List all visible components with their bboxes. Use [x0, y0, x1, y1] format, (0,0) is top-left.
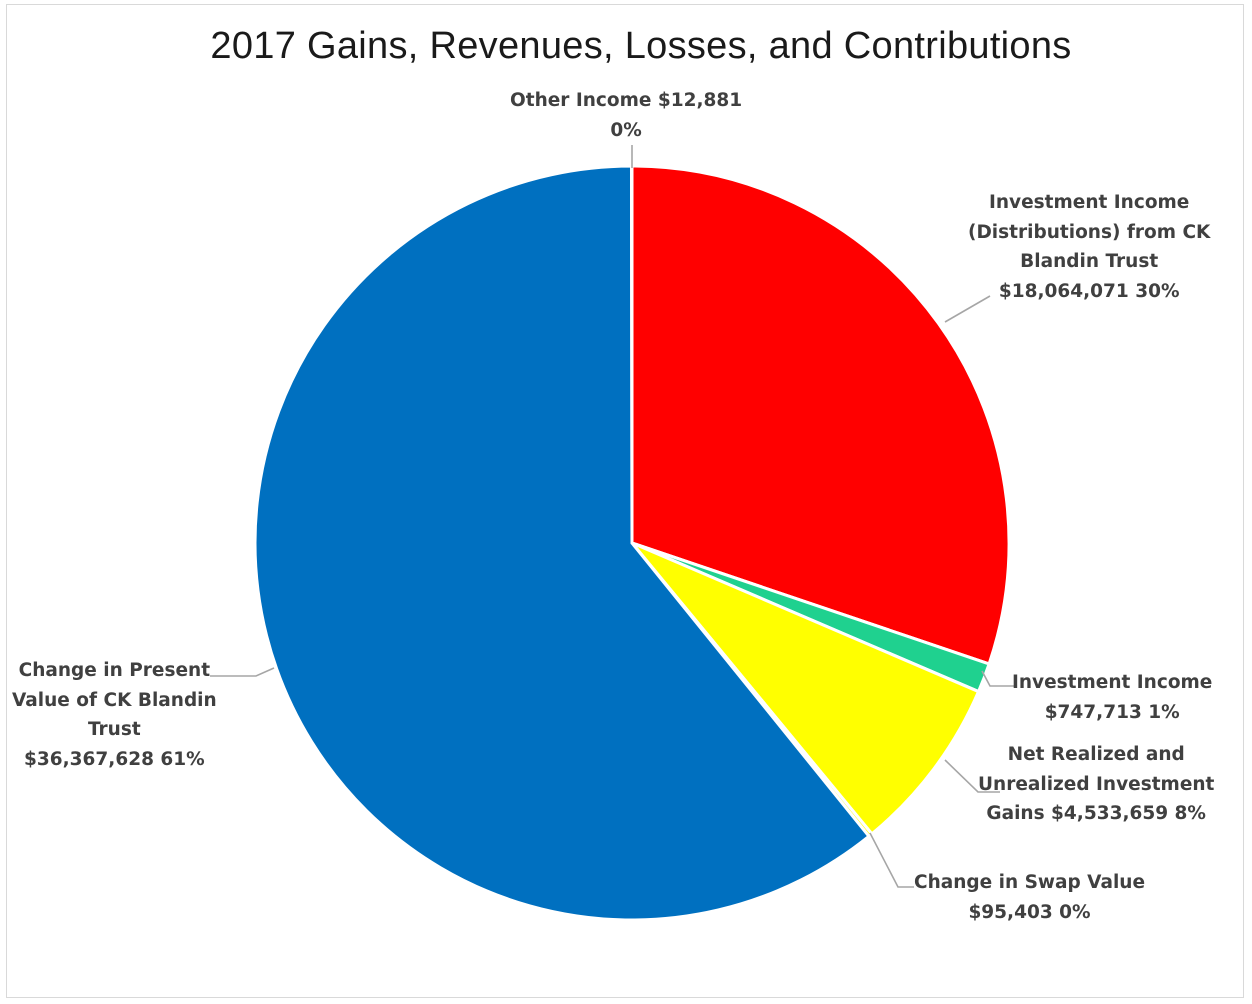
data-label-line: Gains $4,533,659 8%	[986, 803, 1206, 824]
pie-slice-change-in-present-value-of-ck-blandin-trust	[253, 164, 871, 922]
data-label-line: Investment Income	[989, 192, 1190, 213]
data-label-line: 0%	[610, 119, 642, 141]
pie-slice-investment-income-distributions-from-ck-blandin-trust	[630, 164, 1011, 666]
pie-slice-other-income	[629, 164, 634, 545]
data-label-net-realized-gains: Net Realized and Unrealized Investment G…	[978, 740, 1214, 829]
data-label-other-income: Other Income $12,881 0%	[510, 86, 742, 145]
data-label-line: Change in Swap Value	[914, 872, 1146, 893]
data-label-line: $18,064,071 30%	[998, 280, 1180, 302]
data-label-line: Value of CK Blandin	[12, 689, 217, 711]
data-label-line: $95,403 0%	[968, 901, 1091, 923]
leader-line	[944, 295, 991, 323]
chart-title: 2017 Gains, Revenues, Losses, and Contri…	[210, 25, 1072, 67]
data-label-change-in-swap-value: Change in Swap Value $95,403 0%	[914, 868, 1145, 927]
data-label-line: $747,713 1%	[1044, 701, 1180, 723]
data-label-line: Trust	[87, 719, 141, 740]
data-label-line: Unrealized Investment	[978, 773, 1215, 795]
leader-line	[869, 832, 914, 888]
leader-line	[944, 759, 1000, 793]
leader-line	[210, 667, 275, 677]
data-label-line: Investment Income	[1012, 672, 1213, 693]
data-label-line: $36,367,628 61%	[24, 748, 205, 770]
data-label-line: (Distributions) from CK	[968, 221, 1211, 243]
data-label-line: Other Income $12,881	[510, 90, 743, 111]
data-label-line: Blandin Trust	[1020, 251, 1159, 272]
pie-slice-net-realized-and-unrealized-investment-gains	[630, 541, 980, 836]
data-label-investment-income: Investment Income $747,713 1%	[1012, 668, 1212, 727]
data-label-investment-income-distributions: Investment Income (Distributions) from C…	[968, 188, 1210, 306]
leader-line	[981, 670, 1014, 687]
data-label-change-in-present-value: Change in Present Value of CK Blandin Tr…	[12, 656, 217, 774]
data-label-line: Net Realized and	[1007, 744, 1185, 765]
data-label-line: Change in Present	[18, 660, 211, 681]
